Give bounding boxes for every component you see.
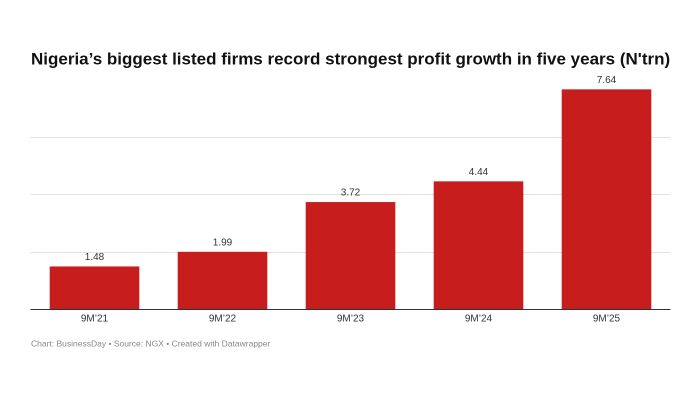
x-tick-label: 9M’22 [209, 314, 237, 325]
source-note: Chart: BusinessDay • Source: NGX • Creat… [31, 338, 270, 348]
chart-title: Nigeria’s biggest listed firms record st… [31, 49, 670, 68]
value-label: 4.44 [469, 167, 489, 178]
bar [433, 181, 524, 309]
x-tick-label: 9M’24 [465, 314, 493, 325]
value-label: 3.72 [341, 188, 361, 199]
bar [305, 202, 396, 309]
value-label: 1.99 [213, 237, 233, 248]
x-tick-label: 9M’25 [593, 314, 621, 325]
value-label: 7.64 [597, 75, 617, 86]
bar [49, 266, 140, 309]
value-label: 1.48 [85, 252, 105, 263]
bar [177, 251, 268, 309]
x-tick-label: 9M’21 [81, 314, 109, 325]
x-tick-label: 9M’23 [337, 314, 365, 325]
bar [561, 89, 652, 309]
